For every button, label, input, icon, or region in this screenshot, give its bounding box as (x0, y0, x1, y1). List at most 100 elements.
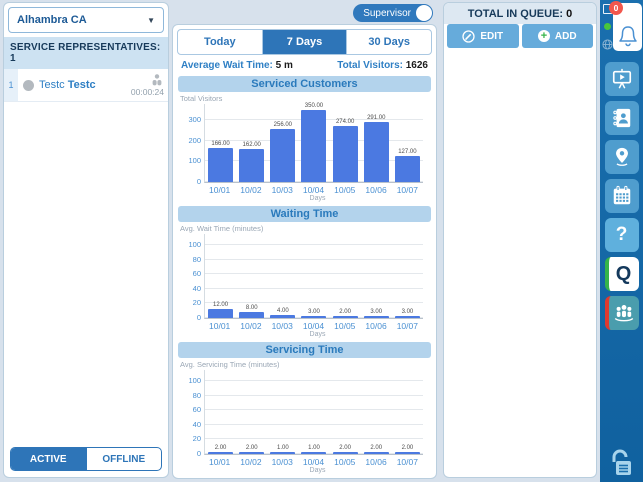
service-representatives-panel: Alhambra CA ▼ SERVICE REPRESENTATIVES: 1… (3, 2, 169, 478)
representative-row[interactable]: 1 Testc Testc 00:00:24 (4, 69, 168, 102)
y-tick-label: 80 (192, 254, 201, 264)
chart-x-tick-labels: 10/01 10/02 10/03 10/04 10/05 10/06 10/07 (204, 183, 423, 195)
bar (301, 110, 327, 182)
x-tick-label: 10/04 (302, 457, 325, 467)
bar-value-label: 4.00 (277, 308, 289, 315)
summary-stats: Average Wait Time: 5 m Total Visitors: 1… (173, 59, 436, 74)
x-tick-label: 10/07 (396, 321, 418, 331)
bar (332, 452, 358, 454)
bar-value-label: 3.00 (308, 308, 320, 315)
edit-button[interactable]: EDIT (447, 24, 519, 48)
chart-serviced-customers: Serviced Customers Total Visitors 0 100 20… (178, 76, 431, 202)
bar (332, 316, 358, 318)
bar (270, 452, 296, 454)
contacts-button[interactable] (604, 101, 639, 135)
globe-icon (602, 39, 613, 50)
representative-name: Testc Testc (39, 79, 96, 91)
toggle-knob (416, 5, 432, 21)
gridline: 80 (193, 255, 423, 264)
help-button[interactable]: ? (604, 218, 639, 252)
tab-active[interactable]: ACTIVE (11, 448, 86, 470)
x-tick-label: 10/05 (334, 185, 356, 195)
bar-value-label: 2.00 (339, 309, 351, 315)
bar (332, 125, 358, 182)
chart-x-axis-label: Days (309, 331, 326, 338)
status-dot-icon (23, 79, 34, 91)
bar-value-label: 127.00 (398, 148, 417, 155)
people-group-icon (614, 305, 633, 322)
presentation-button[interactable] (604, 62, 639, 96)
bar (394, 452, 420, 454)
bar (208, 309, 234, 318)
y-tick-label: 200 (188, 135, 201, 145)
bar-value-label: 256.00 (273, 122, 293, 129)
tab-today[interactable]: Today (204, 36, 236, 48)
tab-offline[interactable]: OFFLINE (85, 448, 162, 470)
queue-people-button[interactable] (604, 296, 639, 330)
add-button[interactable]: + ADD (521, 24, 593, 48)
service-representatives-header: SERVICE REPRESENTATIVES: 1 (4, 37, 168, 69)
y-tick-label: 40 (192, 283, 201, 293)
notifications-button[interactable]: 0 (609, 1, 642, 51)
bar-value-label: 274.00 (335, 118, 355, 125)
location-dropdown[interactable]: Alhambra CA ▼ (8, 7, 164, 33)
y-tick-label: 60 (192, 269, 201, 279)
q-app-button[interactable]: Q (604, 257, 639, 291)
tab-7-days[interactable]: 7 Days (261, 30, 347, 54)
y-tick-label: 0 (196, 449, 201, 458)
chart-x-axis-label: Days (309, 195, 326, 202)
bar-value-label: 2.00 (370, 445, 383, 451)
location-button[interactable] (604, 140, 639, 174)
y-tick-label: 0 (196, 177, 201, 186)
gridline: 40 (193, 420, 423, 429)
statistics-card: Today 7 Days 30 Days Average Wait Time: … (172, 24, 437, 479)
queue-panel: TOTAL IN QUEUE: 0 EDIT + ADD (443, 2, 597, 478)
calendar-button[interactable] (604, 179, 639, 213)
chart-y-axis-label: Total Visitors (180, 94, 223, 103)
total-in-queue-header: TOTAL IN QUEUE: 0 (444, 3, 596, 24)
x-tick-label: 10/03 (271, 185, 293, 195)
unlock-document-icon (612, 449, 631, 475)
supervisor-toggle-label: Supervisor (363, 7, 411, 19)
x-tick-label: 10/07 (396, 457, 418, 467)
chart-plot-area: 0 20 40 60 80 100 12.00 8.00 4.00 3.00 2.00 3.00 3.0… (188, 234, 423, 322)
bar-value-label: 1.00 (308, 445, 320, 451)
bar-value-label: 350.00 (304, 103, 324, 110)
chart-x-axis-label: Days (309, 467, 326, 474)
chart-plot-area: 0 20 40 60 80 100 2.00 2.00 1.00 1.00 2.00 2.00 2.00 (188, 370, 423, 458)
active-offline-toggle: ACTIVE OFFLINE (10, 447, 162, 471)
x-tick-label: 10/03 (271, 321, 293, 331)
location-pin-icon (615, 147, 628, 166)
chart-x-tick-labels: 10/01 10/02 10/03 10/04 10/05 10/06 10/07 (204, 455, 423, 467)
bar-value-label: 2.00 (245, 445, 258, 451)
tab-30-days[interactable]: 30 Days (346, 30, 431, 54)
presentation-screen-icon (612, 68, 631, 89)
bar (394, 315, 420, 318)
bar (239, 148, 265, 182)
gridline: 60 (193, 269, 423, 278)
bar (239, 452, 265, 454)
bar-value-label: 3.00 (401, 308, 414, 315)
x-tick-label: 10/01 (209, 457, 231, 467)
session-timer: 00:00:24 (130, 86, 164, 97)
y-tick-label: 20 (192, 298, 201, 308)
bar (394, 155, 420, 182)
pencil-circle-icon (462, 29, 476, 43)
bar-value-label: 162.00 (242, 141, 261, 148)
chevron-down-icon: ▼ (147, 15, 155, 25)
chart-title: Servicing Time (178, 342, 431, 358)
x-tick-label: 10/02 (240, 457, 262, 467)
bar-value-label: 166.00 (211, 140, 230, 147)
gridline: 60 (193, 405, 423, 414)
bar (270, 129, 296, 182)
bar (363, 315, 389, 318)
x-tick-label: 10/04 (302, 185, 325, 195)
notification-badge: 0 (609, 1, 623, 15)
supervisor-toggle[interactable]: Supervisor (353, 4, 433, 22)
bar (363, 122, 389, 182)
gridline: 40 (193, 284, 423, 293)
representative-index: 1 (4, 69, 18, 101)
bar (270, 315, 296, 318)
unlock-settings-button[interactable] (600, 448, 643, 478)
add-button-label: ADD (554, 30, 577, 42)
